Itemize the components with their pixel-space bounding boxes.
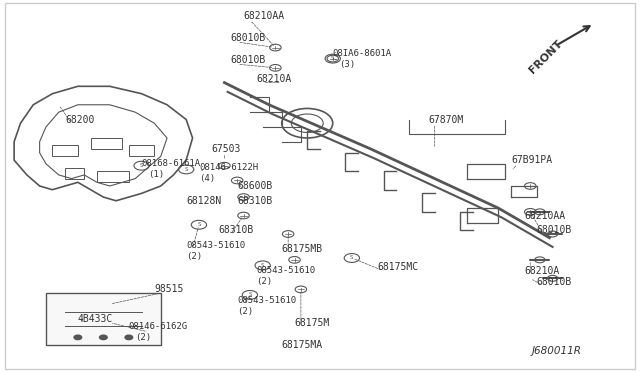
Text: 68175M: 68175M bbox=[294, 318, 330, 328]
Text: S: S bbox=[140, 163, 143, 168]
Bar bbox=[65, 167, 84, 179]
Text: (3): (3) bbox=[339, 60, 355, 69]
Text: 08543-51610: 08543-51610 bbox=[237, 296, 296, 305]
Text: 68210AA: 68210AA bbox=[244, 11, 285, 21]
Text: 68010B: 68010B bbox=[537, 225, 572, 235]
Text: (2): (2) bbox=[135, 333, 151, 342]
Text: 67870M: 67870M bbox=[428, 115, 463, 125]
FancyBboxPatch shape bbox=[46, 293, 161, 345]
Bar bbox=[91, 138, 122, 149]
Circle shape bbox=[74, 335, 82, 340]
Text: 67503: 67503 bbox=[212, 144, 241, 154]
Text: 68010B: 68010B bbox=[231, 55, 266, 65]
Bar bbox=[97, 171, 129, 182]
Text: S: S bbox=[350, 256, 354, 260]
Text: 68010B: 68010B bbox=[537, 277, 572, 287]
Text: 68310B: 68310B bbox=[218, 225, 253, 235]
Text: 68200: 68200 bbox=[65, 115, 95, 125]
Text: (2): (2) bbox=[237, 307, 253, 316]
Text: (2): (2) bbox=[186, 251, 202, 261]
Text: 68128N: 68128N bbox=[186, 196, 221, 206]
Text: J680011R: J680011R bbox=[531, 346, 581, 356]
Text: 68175MC: 68175MC bbox=[378, 262, 419, 272]
Text: 68175MA: 68175MA bbox=[282, 340, 323, 350]
Text: 08IA6-8601A: 08IA6-8601A bbox=[333, 49, 392, 58]
Text: 68210A: 68210A bbox=[524, 266, 559, 276]
Text: 08146-6162G: 08146-6162G bbox=[129, 322, 188, 331]
Text: S: S bbox=[197, 222, 201, 227]
Text: 68210AA: 68210AA bbox=[524, 211, 565, 221]
Text: 08543-51610: 08543-51610 bbox=[186, 241, 245, 250]
Text: 67B91PA: 67B91PA bbox=[511, 155, 552, 165]
Text: (4): (4) bbox=[199, 174, 215, 183]
Text: 08543-51610: 08543-51610 bbox=[256, 266, 316, 275]
Bar bbox=[52, 145, 78, 157]
Bar bbox=[129, 145, 154, 157]
Text: (1): (1) bbox=[148, 170, 164, 179]
Text: FRONT: FRONT bbox=[528, 38, 564, 75]
Text: 68210A: 68210A bbox=[256, 74, 292, 84]
Circle shape bbox=[125, 335, 132, 340]
Text: S: S bbox=[248, 292, 252, 298]
Text: 08146-6122H: 08146-6122H bbox=[199, 163, 258, 172]
Text: S: S bbox=[331, 56, 335, 61]
Text: 98515: 98515 bbox=[154, 284, 184, 294]
Text: S: S bbox=[261, 263, 264, 268]
Text: 68310B: 68310B bbox=[237, 196, 273, 206]
Circle shape bbox=[100, 335, 107, 340]
Text: 68175MB: 68175MB bbox=[282, 244, 323, 254]
Text: S: S bbox=[184, 167, 188, 172]
Text: (2): (2) bbox=[256, 278, 273, 286]
Text: 4B433C: 4B433C bbox=[78, 314, 113, 324]
Text: 08168-6161A: 08168-6161A bbox=[141, 159, 201, 169]
Text: 68600B: 68600B bbox=[237, 181, 273, 191]
Text: 68010B: 68010B bbox=[231, 33, 266, 43]
